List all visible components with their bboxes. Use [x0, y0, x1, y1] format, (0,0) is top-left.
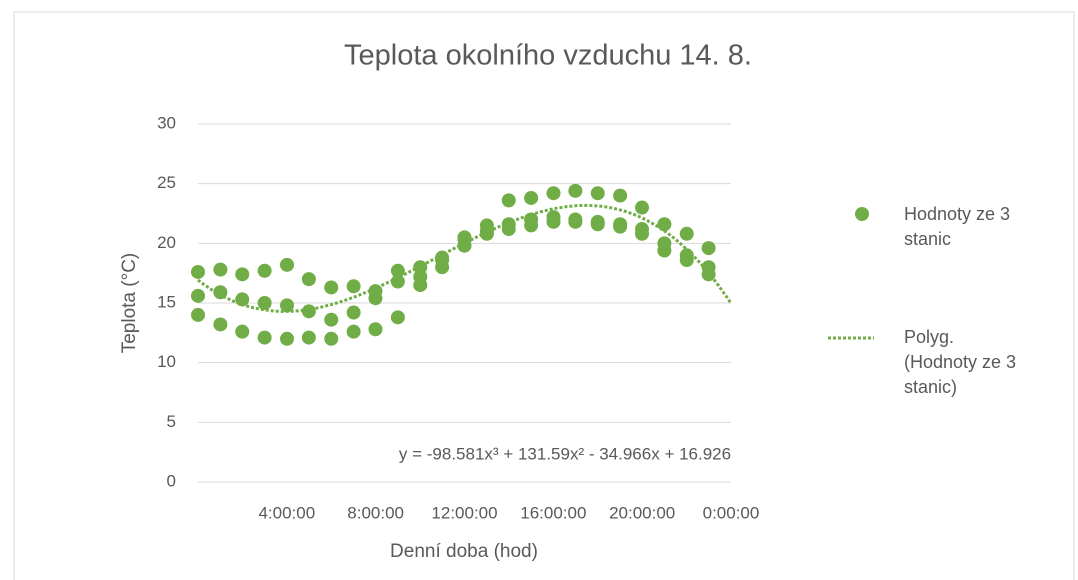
point: [301, 272, 316, 287]
point: [257, 263, 272, 278]
point: [235, 324, 250, 339]
point: [679, 253, 694, 268]
point: [390, 274, 405, 289]
point: [524, 190, 539, 205]
point: [634, 226, 649, 241]
point: [301, 304, 316, 319]
point: [191, 288, 205, 303]
y-tick-label: 25: [157, 173, 176, 192]
legend-label: Hodnoty ze 3 stanic: [904, 204, 1011, 249]
point: [613, 219, 628, 234]
y-tick-label: 0: [167, 471, 176, 490]
point: [346, 305, 361, 320]
point: [613, 188, 628, 203]
y-tick-label: 5: [167, 412, 176, 431]
point: [679, 226, 694, 241]
point: [257, 330, 272, 345]
point: [546, 186, 561, 201]
y-tick-label: 30: [157, 113, 176, 132]
point: [257, 296, 272, 310]
trendline-equation: y = -98.581x³ + 131.59x² - 34.966x + 16.…: [399, 444, 731, 463]
point: [213, 262, 228, 277]
y-tick-label: 10: [157, 352, 176, 371]
trendline: [197, 203, 733, 313]
point: [191, 307, 205, 322]
point: [235, 267, 250, 282]
x-tick-label: 0:00:00: [703, 503, 760, 522]
y-tick-label: 15: [157, 292, 176, 311]
point: [435, 260, 450, 275]
chart-title: Teplota okolního vzduchu 14. 8.: [344, 40, 752, 72]
x-axis-label: Denní doba (hod): [390, 541, 538, 562]
x-tick-label: 16:00:00: [520, 503, 586, 522]
point: [280, 298, 295, 313]
legend-marker-box: [855, 207, 869, 221]
point: [324, 312, 339, 327]
point: [390, 310, 405, 325]
point: [368, 322, 383, 337]
x-tick-label: 8:00:00: [347, 503, 404, 522]
x-tick-label: 20:00:00: [609, 503, 675, 522]
legend-line-box: [828, 336, 874, 340]
point: [657, 243, 672, 258]
point: [634, 200, 649, 215]
point: [568, 183, 583, 198]
point: [213, 317, 228, 332]
x-tick-label: 12:00:00: [431, 503, 497, 522]
point: [301, 330, 316, 345]
point: [346, 279, 361, 294]
x-tick-label: 4:00:00: [258, 503, 315, 522]
point: [568, 214, 583, 229]
point: [546, 214, 561, 229]
point: [280, 331, 295, 346]
chart-border: [13, 11, 1075, 580]
point: [590, 217, 605, 232]
point: [280, 257, 295, 272]
point: [390, 263, 405, 278]
point: [346, 324, 361, 339]
point: [324, 331, 339, 346]
point: [590, 186, 605, 201]
point: [413, 278, 428, 293]
point: [524, 218, 539, 233]
legend-label: Polyg. (Hodnoty ze 3 stanic): [904, 327, 1017, 397]
point: [368, 291, 383, 306]
point: [191, 264, 205, 279]
point: [501, 193, 516, 208]
legend-marker: [855, 207, 869, 221]
point: [701, 241, 716, 256]
y-axis-label: Teplota (°C): [119, 253, 140, 354]
y-tick-label: 20: [157, 233, 176, 252]
point: [324, 280, 339, 295]
